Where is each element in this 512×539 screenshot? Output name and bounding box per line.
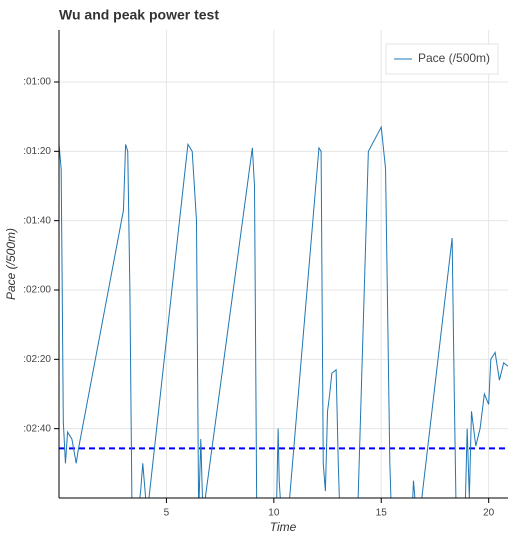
chart-title: Wu and peak power test [59,7,219,23]
y-tick-label: :02:20 [23,354,51,365]
y-tick-label: :01:20 [23,146,51,157]
y-tick-label: :01:40 [23,215,51,226]
x-tick-label: 10 [268,508,280,519]
axes: :01:00 :01:20 :01:40 :02:00 :02:20 :02:40 5 10 1… [23,30,508,519]
x-tick-label: 20 [483,508,495,519]
x-tick-label: 15 [376,508,388,519]
data-line [59,125,508,498]
y-axis-label: Pace (/500m) [4,228,18,300]
grid [59,30,508,498]
y-tick-label: :01:00 [23,77,51,88]
x-axis-label: Time [270,520,297,534]
x-tick-label: 5 [164,508,170,519]
y-tick-label: :02:40 [23,423,51,434]
y-tick-label: :02:00 [23,285,51,296]
legend-label: Pace (/500m) [418,51,490,65]
plot-area [59,125,508,498]
